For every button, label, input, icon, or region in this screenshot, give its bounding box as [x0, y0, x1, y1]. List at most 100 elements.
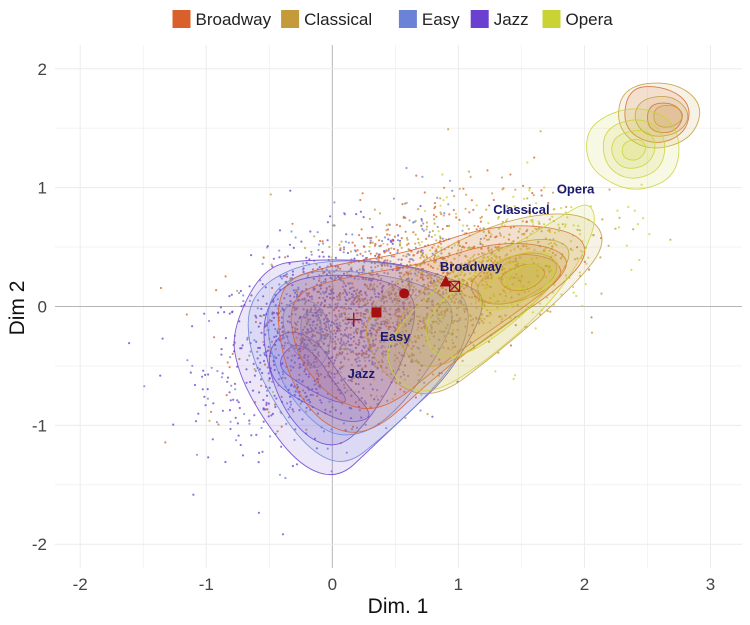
data-point — [512, 240, 515, 243]
data-point — [439, 261, 442, 264]
data-point — [627, 205, 630, 208]
data-point — [352, 302, 355, 305]
data-point — [355, 426, 359, 429]
data-point — [368, 329, 372, 332]
data-point — [300, 342, 303, 345]
data-point — [397, 288, 400, 291]
data-point — [614, 227, 617, 230]
data-point — [357, 356, 360, 359]
data-point — [359, 314, 362, 317]
data-point — [276, 298, 279, 301]
y-axis-title: Dim 2 — [6, 281, 29, 336]
data-point — [212, 402, 215, 405]
data-point — [368, 245, 371, 248]
data-point — [407, 322, 410, 326]
data-point — [642, 217, 645, 220]
data-point — [349, 417, 353, 420]
data-point — [457, 301, 460, 304]
data-point — [330, 320, 333, 324]
data-point — [512, 377, 515, 380]
data-point — [522, 184, 525, 187]
data-point — [372, 339, 375, 342]
data-point — [283, 344, 286, 347]
data-point — [425, 221, 428, 224]
data-point — [388, 233, 391, 237]
centroid-classical — [399, 288, 410, 299]
data-point — [402, 307, 405, 310]
data-point — [485, 314, 488, 318]
data-point — [278, 229, 282, 232]
legend-swatch — [470, 10, 489, 28]
data-point — [306, 355, 309, 359]
data-point — [302, 262, 305, 265]
annotation-label: Easy — [380, 329, 411, 344]
data-point — [260, 384, 263, 387]
data-point — [426, 306, 429, 310]
data-point — [294, 236, 297, 239]
data-point — [363, 245, 366, 248]
data-point — [345, 451, 348, 454]
data-point — [356, 288, 359, 291]
data-point — [242, 300, 245, 303]
data-point — [433, 331, 437, 334]
data-point — [416, 346, 419, 349]
data-point — [316, 395, 319, 398]
data-point — [317, 385, 320, 388]
data-point — [355, 382, 358, 385]
data-point — [334, 319, 337, 322]
data-point — [362, 268, 365, 271]
data-point — [326, 239, 329, 242]
y-tick-label: 2 — [38, 60, 47, 79]
data-point — [464, 207, 467, 210]
data-point — [284, 274, 287, 277]
data-point — [311, 333, 314, 336]
data-point — [576, 246, 579, 249]
data-point — [298, 363, 301, 366]
data-point — [238, 357, 241, 361]
data-point — [335, 315, 338, 318]
legend-label: Opera — [566, 10, 614, 29]
data-point — [304, 368, 307, 371]
data-point — [306, 359, 309, 362]
data-point — [590, 331, 594, 334]
data-point — [339, 247, 342, 250]
data-point — [372, 342, 375, 345]
data-point — [338, 243, 341, 246]
data-point — [293, 347, 296, 350]
data-point — [370, 323, 373, 326]
data-point — [236, 422, 239, 425]
data-point — [322, 318, 325, 321]
legend-swatch — [281, 10, 300, 28]
data-point — [143, 385, 146, 388]
data-point — [305, 261, 308, 264]
data-point — [256, 307, 259, 310]
data-point — [360, 354, 364, 357]
data-point — [342, 343, 345, 346]
data-point — [414, 246, 417, 249]
data-point — [262, 407, 265, 410]
data-point — [321, 240, 324, 243]
data-point — [347, 333, 350, 336]
data-point — [633, 209, 636, 212]
data-point — [409, 258, 412, 261]
data-point — [405, 255, 408, 258]
data-point — [363, 283, 366, 286]
data-point — [305, 256, 308, 259]
data-point — [299, 316, 302, 319]
data-point — [438, 289, 441, 292]
data-point — [439, 204, 442, 207]
data-point — [384, 259, 387, 262]
data-point — [325, 287, 328, 290]
data-point — [339, 248, 342, 252]
data-point — [391, 280, 394, 283]
data-point — [319, 287, 322, 290]
data-point — [322, 334, 325, 337]
data-point — [360, 349, 364, 352]
data-point — [342, 272, 346, 275]
data-point — [250, 434, 253, 437]
data-point — [252, 362, 255, 365]
data-point — [588, 268, 591, 271]
data-point — [284, 377, 287, 380]
data-point — [514, 188, 517, 191]
data-point — [240, 347, 243, 350]
